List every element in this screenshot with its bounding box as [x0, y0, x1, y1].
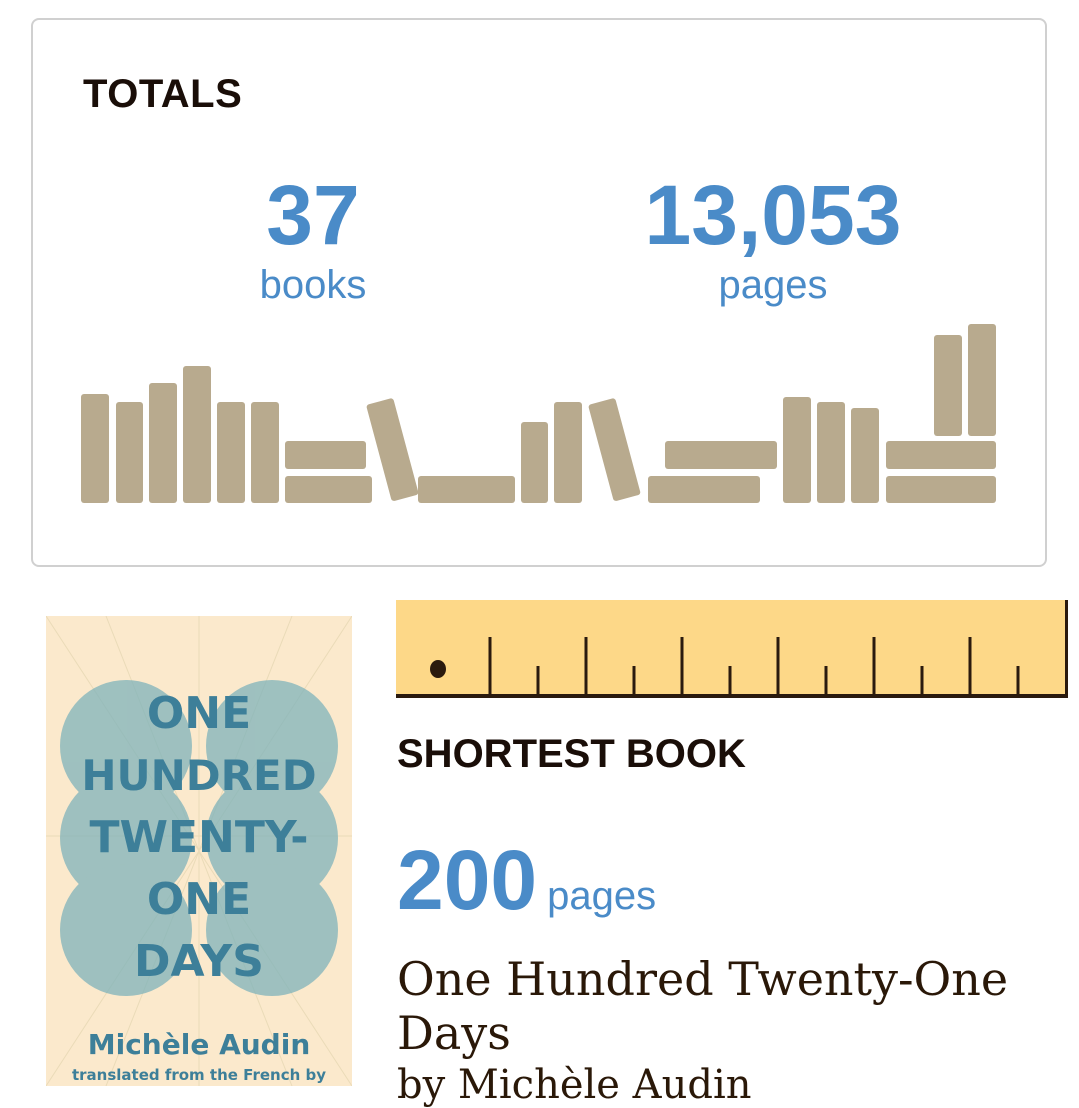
cover-title-line: DAYS [134, 936, 264, 987]
book-spine [285, 441, 366, 469]
shortest-book-title: SHORTEST BOOK [397, 732, 746, 776]
ruler-tick [680, 637, 684, 697]
book-spine [783, 397, 811, 503]
book-spine-tilted [366, 398, 419, 501]
book-spine [116, 402, 143, 503]
cover-subtitle: translated from the French by [72, 1066, 326, 1084]
book-spine [886, 441, 996, 469]
book-spine [934, 335, 962, 436]
book-spine [81, 394, 109, 503]
ruler-tick [872, 637, 876, 697]
book-spine [183, 366, 211, 503]
cover-title-line: ONE [147, 874, 251, 925]
ruler-tick [488, 637, 492, 697]
pages-count: 13,053 [644, 168, 902, 262]
books-stat: 37 books [213, 170, 413, 310]
book-spine-tilted [588, 398, 641, 501]
ruler-tick [824, 666, 828, 697]
totals-card: TOTALS 37 books 13,053 pages [31, 18, 1047, 567]
books-count: 37 [266, 168, 360, 262]
ruler-tick [968, 637, 972, 697]
book-spine [251, 402, 279, 503]
ruler-illustration [396, 600, 1068, 698]
pages-label: pages [718, 263, 828, 307]
shortest-book-pages: 200 pages [397, 832, 656, 929]
ruler-tick [536, 666, 540, 697]
book-spine [886, 476, 996, 503]
book-spine [648, 476, 760, 503]
cover-title-line: TWENTY- [89, 812, 308, 863]
book-spine [851, 408, 879, 503]
totals-title: TOTALS [83, 72, 243, 116]
ruler-tick [584, 637, 588, 697]
book-author: by Michèle Audin [397, 1062, 752, 1108]
book-spine [521, 422, 548, 503]
pages-stat: 13,053 pages [593, 170, 953, 310]
book-title-link[interactable]: One Hundred Twenty-One Days [397, 952, 1009, 1060]
books-label: books [259, 263, 367, 307]
book-cover[interactable]: ONE HUNDRED TWENTY- ONE DAYS Michèle Aud… [46, 616, 352, 1086]
book-spine [418, 476, 515, 503]
cover-art: ONE HUNDRED TWENTY- ONE DAYS Michèle Aud… [46, 616, 352, 1086]
book-spine [217, 402, 245, 503]
book-spine [968, 324, 996, 436]
book-spine [285, 476, 372, 503]
ruler-tick [632, 666, 636, 697]
book-spine [554, 402, 582, 503]
pages-count: 200 [397, 833, 538, 927]
bookshelf-illustration [81, 324, 996, 503]
book-spine [817, 402, 845, 503]
cover-title-line: ONE [147, 688, 251, 739]
ruler-tick [1016, 666, 1020, 697]
ruler-tick [920, 666, 924, 697]
cover-author: Michèle Audin [88, 1028, 311, 1061]
ruler-tick [776, 637, 780, 697]
ruler-tick [728, 666, 732, 697]
pages-label: pages [547, 874, 657, 918]
book-spine [149, 383, 177, 503]
cover-title-line: HUNDRED [81, 751, 316, 800]
book-spine [665, 441, 777, 469]
